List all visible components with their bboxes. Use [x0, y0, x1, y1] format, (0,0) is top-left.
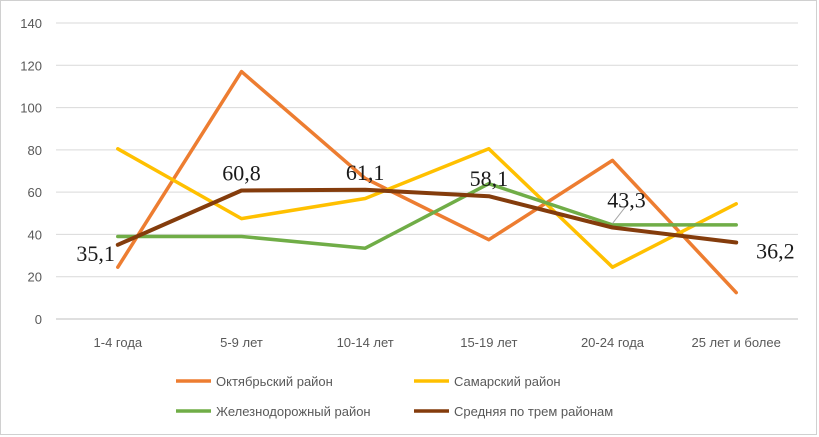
- data-label: 43,3: [607, 187, 646, 212]
- data-label: 61,1: [346, 160, 385, 185]
- x-tick-label: 10-14 лет: [337, 335, 394, 350]
- data-point: [240, 217, 243, 221]
- legend-label: Самарский район: [454, 374, 561, 389]
- data-point: [487, 182, 491, 186]
- legend: Октябрьский район Самарский район Железнод…: [176, 374, 613, 419]
- x-axis-ticks: 1-4 года 5-9 лет 10-14 лет 15-19 лет 20-24 г…: [94, 335, 781, 350]
- data-point: [734, 240, 738, 244]
- y-tick-label: 60: [28, 185, 42, 200]
- data-point: [116, 243, 120, 247]
- data-point: [240, 70, 243, 74]
- y-tick-label: 100: [20, 101, 42, 116]
- data-point: [734, 202, 738, 206]
- data-point: [116, 147, 120, 151]
- data-point: [487, 238, 491, 242]
- y-tick-label: 20: [28, 270, 42, 285]
- data-point: [116, 265, 120, 269]
- data-point: [734, 291, 738, 295]
- data-point: [363, 176, 367, 180]
- data-point: [363, 246, 367, 250]
- data-point: [116, 235, 120, 239]
- series-line: [115, 187, 739, 247]
- x-tick-label: 5-9 лет: [220, 335, 263, 350]
- data-label: 58,1: [470, 166, 509, 191]
- y-tick-label: 120: [20, 58, 42, 73]
- data-label: 35,1: [76, 241, 115, 266]
- data-point: [611, 225, 614, 229]
- x-tick-label: 25 лет и более: [691, 335, 780, 350]
- data-point: [240, 235, 243, 239]
- gridlines: [56, 22, 798, 320]
- series-line: [116, 181, 738, 250]
- data-point: [240, 188, 243, 192]
- data-point: [734, 223, 738, 227]
- data-point: [363, 188, 367, 192]
- legend-label: Железнодорожный район: [216, 404, 371, 419]
- x-tick-label: 15-19 лет: [460, 335, 517, 350]
- data-labels: 35,1 60,8 61,1 58,1 43,3 36,2: [76, 160, 794, 266]
- series-lines: [115, 69, 739, 295]
- data-label: 60,8: [222, 160, 261, 185]
- series-line: [116, 69, 738, 295]
- legend-label: Средняя по трем районам: [454, 404, 613, 419]
- y-tick-label: 140: [20, 16, 42, 31]
- y-tick-label: 80: [28, 143, 42, 158]
- data-label: 36,2: [756, 238, 795, 263]
- y-tick-label: 0: [35, 312, 42, 327]
- legend-label: Октябрьский район: [216, 374, 333, 389]
- y-tick-label: 40: [28, 227, 42, 242]
- y-axis-ticks: 0 20 40 60 80 100 120 140: [20, 16, 42, 327]
- data-point: [487, 194, 491, 198]
- data-point: [611, 265, 614, 269]
- series-line: [116, 147, 738, 269]
- data-label-leader: [612, 205, 627, 224]
- data-point: [487, 147, 491, 151]
- x-tick-label: 20-24 года: [581, 335, 645, 350]
- data-point: [611, 158, 614, 162]
- data-point: [363, 196, 367, 200]
- x-tick-label: 1-4 года: [94, 335, 143, 350]
